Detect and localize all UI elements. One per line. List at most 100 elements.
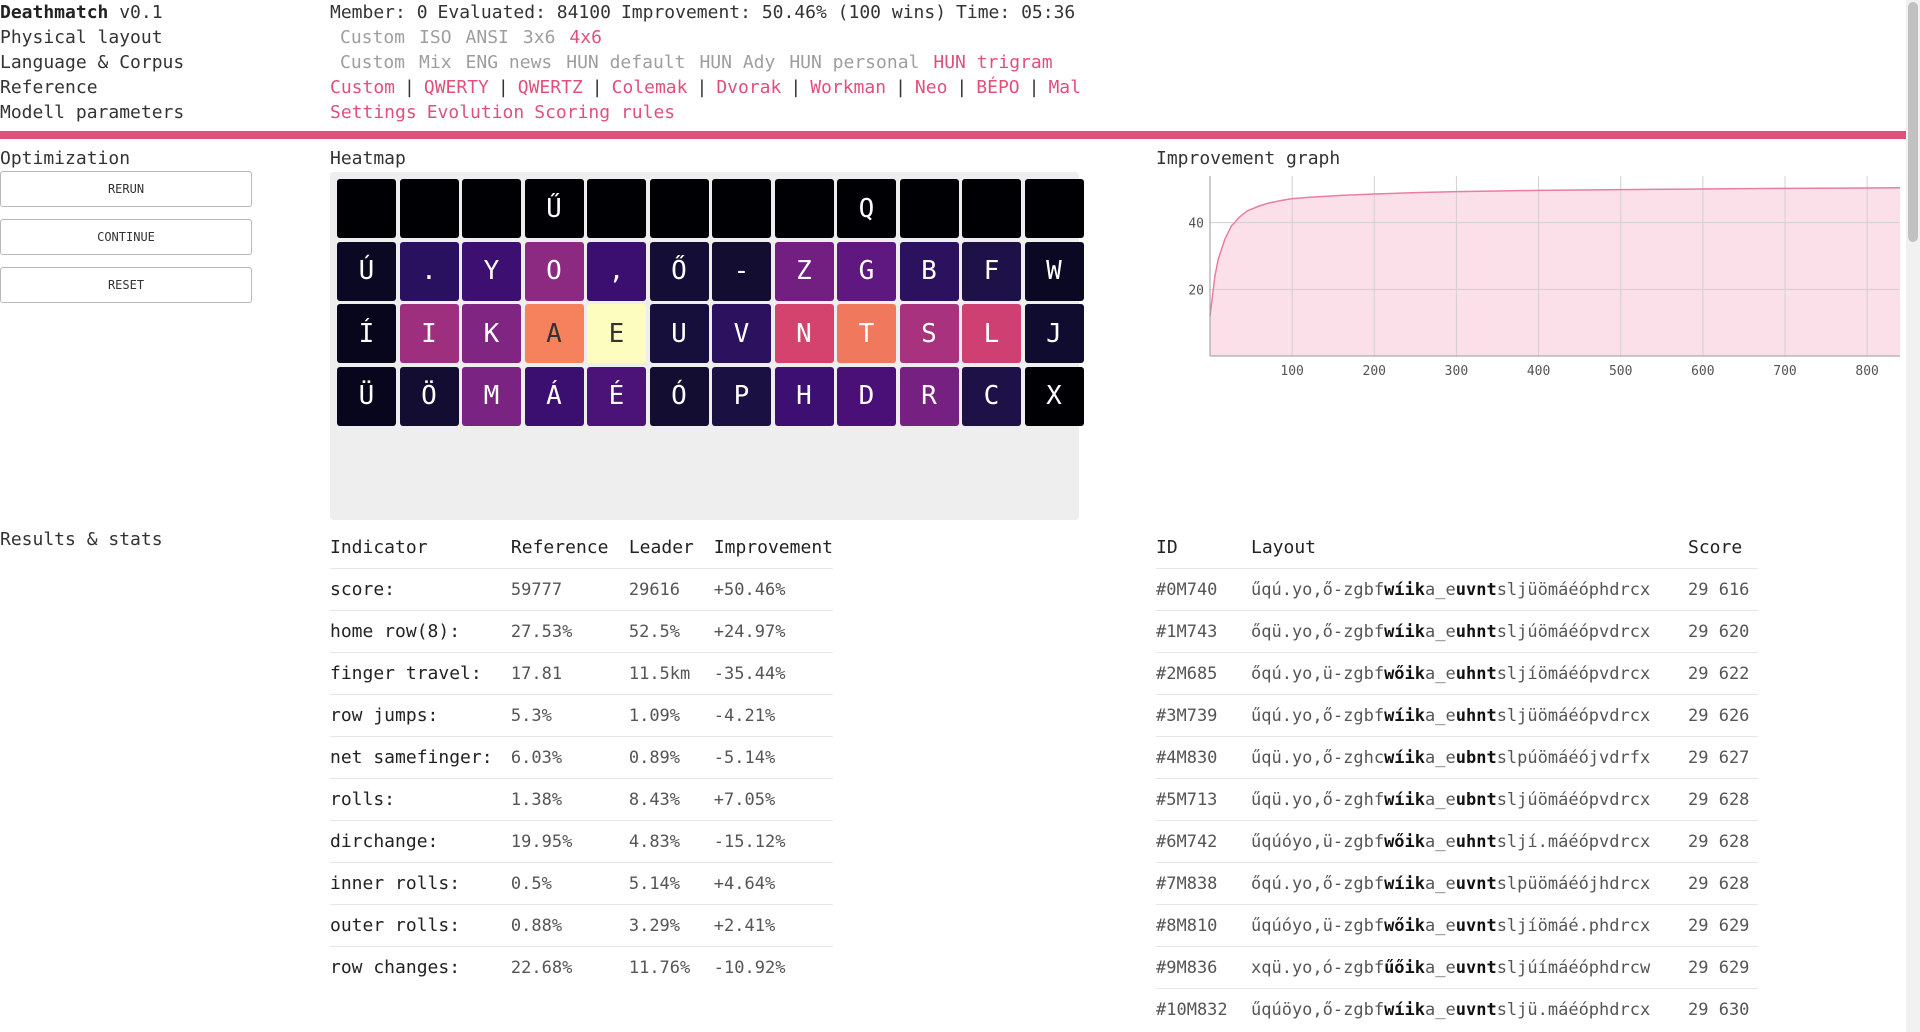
physical-option-ansi[interactable]: ANSI — [465, 27, 509, 48]
reference-option-mal[interactable]: Mal — [1048, 77, 1081, 98]
result-layout: őqü.yo,ő-zgbfwíika_euhntsljúömáéópvdrcx — [1251, 610, 1688, 653]
layout-segment: a_e — [1425, 621, 1456, 642]
result-layout: űqú.yo,ő-zgbfwíika_euhntsljüömáéópvdrcx — [1251, 694, 1688, 737]
stats-cell-reference: 27.53% — [510, 610, 629, 653]
model-option-evolution[interactable]: Evolution — [426, 102, 525, 123]
stats-cell-indicator: dirchange: — [330, 820, 511, 863]
table-row[interactable]: #2M685 őqú.yo,ü-zgbfwőika_euhntsljíömáéóp… — [1156, 652, 1758, 695]
corpus-option-eng-news[interactable]: ENG news — [465, 52, 553, 73]
heatmap-key: H — [774, 366, 834, 426]
reference-separator: | — [956, 77, 968, 98]
corpus-option-hun-personal[interactable]: HUN personal — [789, 52, 920, 73]
table-row[interactable]: #6M742 űqúóyo,ü-zgbfwőika_euhntsljí.máéóp… — [1156, 820, 1758, 863]
stats-cell-indicator: outer rolls: — [330, 904, 511, 947]
graph-y-tick-label: 40 — [1188, 217, 1204, 232]
table-row[interactable]: #8M810 űqúóyo,ü-zgbfwőika_euvntsljíömáé.p… — [1156, 904, 1758, 947]
stats-cell-leader: 52.5% — [628, 610, 714, 653]
heatmap-key: B — [899, 241, 959, 301]
reference-option-qwerty[interactable]: QWERTY — [423, 77, 489, 98]
heatmap-key: É — [587, 366, 646, 426]
heatmap-key: Í — [337, 304, 396, 363]
graph-y-tick-label: 20 — [1188, 283, 1204, 298]
layout-segment: wíik — [1384, 873, 1426, 894]
layout-segment: wőik — [1384, 663, 1426, 684]
stats-cell-leader: 11.5km — [628, 652, 714, 695]
table-row[interactable]: #7M838 őqú.yo,ő-zgbfwíika_euvntslpüömáéój… — [1156, 862, 1758, 905]
reference-option-neo[interactable]: Neo — [914, 77, 948, 98]
table-row[interactable]: #9M836 xqü.yo,ó-zgbfűőika_euvntsljúímáéóp… — [1156, 946, 1758, 989]
page-scrollbar[interactable] — [1906, 0, 1920, 1032]
heatmap-key: Ő — [649, 241, 709, 301]
heatmap-key: G — [837, 241, 896, 301]
result-score: 29 628 — [1688, 778, 1758, 821]
layout-segment: wíik — [1384, 705, 1426, 726]
reference-option-qwertz[interactable]: QWERTZ — [517, 77, 583, 98]
corpus-option-hun-ady[interactable]: HUN Ady — [699, 52, 776, 73]
table-row[interactable]: #4M830 űqü.yo,ő-zghcwíika_eubntslpúömáéój… — [1156, 736, 1758, 779]
corpus-option-mix[interactable]: Mix — [419, 52, 452, 73]
reference-option-dvorak[interactable]: Dvorak — [716, 77, 782, 98]
result-score: 29 628 — [1688, 820, 1758, 863]
app-title-line: Deathmatch v0.1 — [0, 0, 184, 25]
corpus-option-custom[interactable]: Custom — [340, 52, 406, 73]
result-layout: űqü.yo,ő-zghfwíika_eubntsljúömáéópvdrcx — [1251, 778, 1688, 821]
result-score: 29 616 — [1688, 568, 1758, 611]
heatmap-key: L — [962, 304, 1021, 363]
model-parameter-options: Settings Evolution Scoring rules — [330, 100, 1085, 125]
corpus-option-hun-default[interactable]: HUN default — [566, 52, 686, 73]
header-divider — [0, 131, 1906, 139]
physical-option-4x6[interactable]: 4x6 — [569, 27, 602, 48]
physical-option-3x6[interactable]: 3x6 — [522, 27, 556, 48]
graph-x-tick-label: 100 — [1280, 364, 1303, 379]
stats-cell-indicator: net samefinger: — [330, 736, 511, 779]
layout-segment: wíik — [1384, 999, 1426, 1020]
table-row[interactable]: #10M832 űqúöyo,ő-zgbfwíika_euvntslјü.máéó… — [1156, 988, 1758, 1030]
nav-label-language-corpus: Language & Corpus — [0, 52, 185, 73]
rerun-button[interactable]: RERUN — [0, 171, 252, 207]
layout-segment: őqú.yo,ü-zgbf — [1251, 663, 1385, 684]
stats-cell-leader: 11.76% — [628, 946, 714, 988]
reset-button[interactable]: RESET — [0, 267, 252, 303]
stats-body: score: 59777 29616 +50.46% home row(8): 27.53… — [330, 568, 833, 988]
layout-segment: wíik — [1384, 747, 1426, 768]
results-header-layout: Layout — [1251, 537, 1317, 558]
result-id: #9M836 — [1156, 946, 1251, 989]
reference-option-b-po[interactable]: BÉPO — [976, 77, 1020, 98]
stats-cell-reference: 6.03% — [510, 736, 629, 779]
heatmap-key: Y — [462, 241, 521, 301]
reference-option-custom[interactable]: Custom — [330, 77, 396, 98]
table-row[interactable]: #3M739 űqú.yo,ő-zgbfwíika_euhntsljüömáéóp… — [1156, 694, 1758, 737]
physical-option-iso[interactable]: ISO — [419, 27, 452, 48]
table-row[interactable]: #0M740 űqú.yo,ő-zgbfwíika_euvntsljüömáéóp… — [1156, 568, 1758, 611]
scrollbar-thumb[interactable] — [1908, 2, 1918, 242]
optimization-label: Optimization — [0, 148, 131, 169]
layout-segment: ubnt — [1455, 789, 1497, 810]
table-row: score: 59777 29616 +50.46% — [330, 568, 833, 611]
model-option-scoring-rules[interactable]: Scoring rules — [534, 102, 676, 123]
continue-button[interactable]: CONTINUE — [0, 219, 252, 255]
physical-option-custom[interactable]: Custom — [340, 27, 406, 48]
stats-header-improvement: Improvement — [713, 537, 833, 558]
layout-segment: a_e — [1425, 663, 1456, 684]
reference-option-workman[interactable]: Workman — [810, 77, 887, 98]
model-option-settings[interactable]: Settings — [330, 102, 417, 123]
table-row: row changes: 22.68% 11.76% -10.92% — [330, 946, 833, 988]
reference-option-colemak[interactable]: Colemak — [611, 77, 688, 98]
stats-cell-improvement: -4.21% — [713, 694, 833, 737]
heatmap-key: Ü — [337, 366, 396, 426]
stats-cell-improvement: -35.44% — [713, 652, 833, 695]
stats-cell-indicator: row changes: — [330, 946, 511, 988]
table-row[interactable]: #5M713 űqü.yo,ő-zghfwíika_eubntsljúömáéóp… — [1156, 778, 1758, 821]
results-header-score: Score — [1688, 537, 1743, 558]
nav-labels: Deathmatch v0.1 Physical layout Language… — [0, 0, 184, 125]
result-id: #2M685 — [1156, 652, 1251, 695]
reference-separator: | — [404, 77, 415, 98]
table-row[interactable]: #1M743 őqü.yo,ő-zgbfwíika_euhntsljúömáéóp… — [1156, 610, 1758, 653]
result-layout: űqúóyo,ü-zgbfwőika_euhntsljí.máéópvdrcx — [1251, 820, 1688, 863]
layout-segment: űqú.yo,ő-zgbf — [1251, 579, 1385, 600]
heatmap-key: P — [712, 366, 771, 426]
layout-segment: sljüömáéópvdrcx — [1496, 705, 1651, 726]
results-body: #0M740 űqú.yo,ő-zgbfwíika_euvntsljüömáéóp… — [1156, 568, 1758, 1030]
result-layout: őqú.yo,ü-zgbfwőika_euhntsljíömáéópvdrcx — [1251, 652, 1688, 695]
corpus-option-hun-trigram[interactable]: HUN trigram — [933, 52, 1053, 73]
